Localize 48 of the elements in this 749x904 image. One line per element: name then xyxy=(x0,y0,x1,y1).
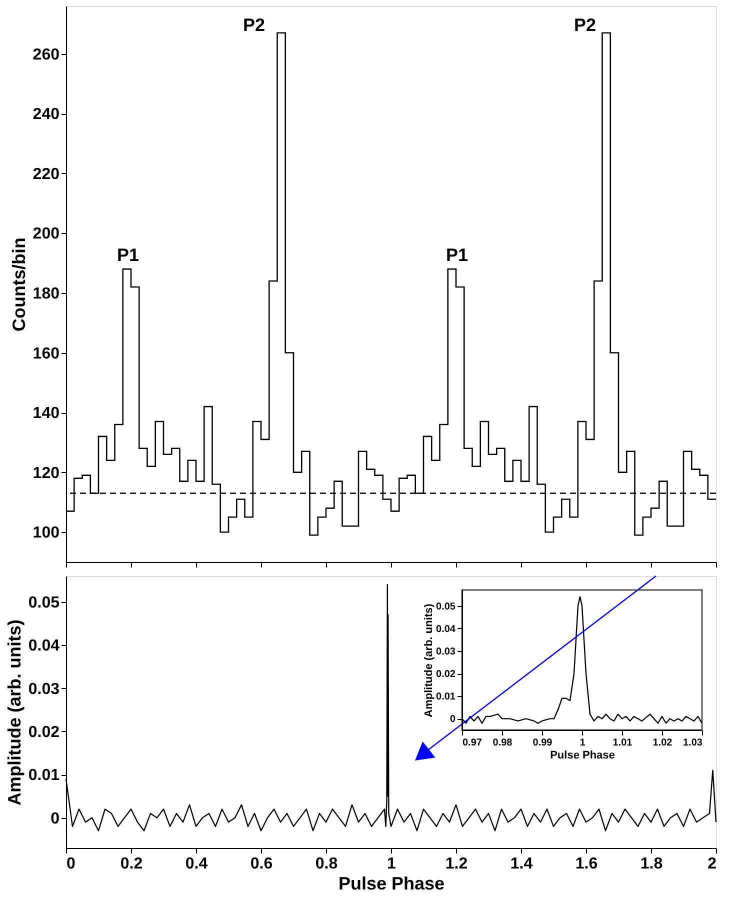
y-tick-label: 200 xyxy=(32,226,60,243)
y-tick-label: 260 xyxy=(32,46,60,64)
x-tick-label: 0.97 xyxy=(462,738,482,748)
x-tick-label: 0.99 xyxy=(532,738,553,748)
x-tick-label: 2 xyxy=(708,856,717,872)
x-axis-title: Pulse Phase xyxy=(550,750,615,762)
y-axis-title: Counts/bin xyxy=(8,238,29,332)
y-tick-label: 100 xyxy=(32,524,60,542)
x-tick-label: 1.4 xyxy=(510,856,533,872)
y-tick-label: 0.02 xyxy=(28,724,60,741)
y-tick-label: 140 xyxy=(32,405,60,422)
y-tick-label: 0.02 xyxy=(436,669,456,680)
y-tick-label: 0.04 xyxy=(28,638,60,655)
y-tick-label: 0.05 xyxy=(436,601,456,612)
annotation: P2 xyxy=(242,15,266,35)
annotation: P1 xyxy=(116,245,140,265)
x-tick-label: 1.6 xyxy=(575,856,598,872)
y-tick-label: 180 xyxy=(32,285,60,302)
y-tick-label: 120 xyxy=(32,464,60,482)
annotation: P1 xyxy=(446,245,468,265)
y-tick-label: 240 xyxy=(32,106,60,124)
x-tick-label: 1.8 xyxy=(640,856,663,872)
x-tick-label: 0.6 xyxy=(250,856,273,872)
x-tick-label: 1 xyxy=(580,738,586,748)
x-tick-label: 0 xyxy=(66,856,76,872)
y-tick-label: 0.04 xyxy=(436,624,456,635)
x-tick-label: 0.98 xyxy=(492,738,513,748)
y-tick-label: 0.03 xyxy=(436,646,456,658)
x-tick-label: 1.2 xyxy=(445,856,468,872)
y-tick-label: 0 xyxy=(50,810,60,828)
y-tick-label: 0.01 xyxy=(28,767,60,784)
x-tick-label: 1.01 xyxy=(612,738,633,748)
x-axis-title: Pulse Phase xyxy=(338,874,445,894)
x-tick-label: 1.02 xyxy=(652,738,673,748)
y-axis-title: Amplitude (arb. units) xyxy=(4,620,24,806)
x-tick-label: 0.4 xyxy=(185,856,208,872)
y-tick-label: 160 xyxy=(32,345,60,362)
y-tick-label: 0.01 xyxy=(436,692,456,703)
x-tick-label: 1.03 xyxy=(683,738,703,748)
x-tick-label: 1 xyxy=(387,856,396,872)
x-tick-label: 0.2 xyxy=(120,856,143,872)
y-tick-label: 0 xyxy=(450,714,456,726)
y-tick-label: 220 xyxy=(32,166,60,183)
x-tick-label: 0.8 xyxy=(315,856,338,872)
y-axis-title: Amplitude (arb. units) xyxy=(423,603,436,718)
y-tick-label: 0.03 xyxy=(28,680,60,698)
annotation: P2 xyxy=(574,15,596,35)
y-tick-label: 0.05 xyxy=(28,594,60,612)
